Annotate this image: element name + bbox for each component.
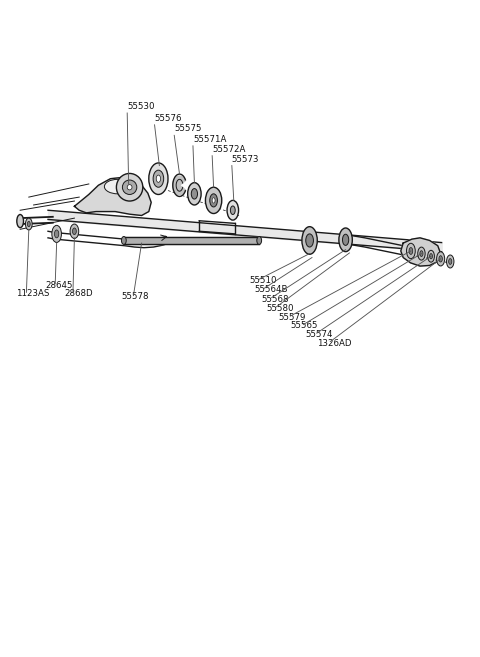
Text: 55510: 55510 [250, 276, 277, 285]
Text: 1326AD: 1326AD [317, 338, 351, 348]
Ellipse shape [122, 180, 137, 194]
Ellipse shape [205, 187, 222, 214]
Text: 28645: 28645 [46, 281, 73, 290]
Wedge shape [173, 176, 185, 194]
Ellipse shape [70, 224, 79, 238]
Ellipse shape [17, 215, 24, 228]
Ellipse shape [72, 228, 76, 235]
Text: 1123AS: 1123AS [16, 289, 50, 298]
Ellipse shape [191, 189, 198, 199]
Text: 55580: 55580 [266, 304, 293, 313]
Text: 55571A: 55571A [193, 135, 227, 144]
Ellipse shape [446, 255, 454, 268]
Ellipse shape [418, 247, 425, 260]
Ellipse shape [306, 234, 313, 247]
Ellipse shape [227, 200, 239, 220]
Text: 55568: 55568 [261, 294, 288, 304]
Ellipse shape [302, 227, 317, 254]
Text: 2868D: 2868D [65, 289, 94, 298]
Ellipse shape [210, 194, 217, 207]
Text: 55576: 55576 [155, 114, 182, 123]
Ellipse shape [153, 170, 164, 187]
Ellipse shape [188, 183, 201, 205]
Ellipse shape [428, 250, 434, 262]
Ellipse shape [439, 256, 443, 262]
Ellipse shape [339, 228, 352, 252]
Ellipse shape [52, 225, 61, 242]
Text: 55565: 55565 [291, 321, 318, 330]
Ellipse shape [55, 230, 59, 238]
Text: 55575: 55575 [174, 124, 202, 133]
Text: 55579: 55579 [278, 313, 306, 322]
Polygon shape [401, 238, 441, 266]
Ellipse shape [25, 218, 32, 230]
Ellipse shape [212, 198, 215, 203]
Polygon shape [74, 177, 151, 215]
Ellipse shape [449, 259, 452, 264]
Ellipse shape [257, 237, 262, 244]
Ellipse shape [342, 234, 348, 246]
Ellipse shape [230, 206, 235, 214]
Ellipse shape [117, 173, 143, 201]
Ellipse shape [121, 237, 126, 244]
Ellipse shape [420, 251, 423, 256]
Ellipse shape [104, 179, 131, 194]
Text: 55564B: 55564B [254, 285, 288, 294]
Ellipse shape [127, 185, 132, 190]
Ellipse shape [407, 243, 415, 259]
Ellipse shape [409, 248, 413, 254]
Text: 55574: 55574 [305, 330, 333, 339]
Ellipse shape [27, 221, 30, 227]
Ellipse shape [430, 254, 432, 259]
Ellipse shape [149, 163, 168, 194]
Text: 55573: 55573 [232, 154, 259, 164]
Ellipse shape [437, 252, 444, 266]
Ellipse shape [156, 175, 160, 183]
Text: 55572A: 55572A [212, 145, 246, 154]
Text: 55530: 55530 [127, 102, 155, 111]
Text: 55578: 55578 [121, 292, 148, 301]
